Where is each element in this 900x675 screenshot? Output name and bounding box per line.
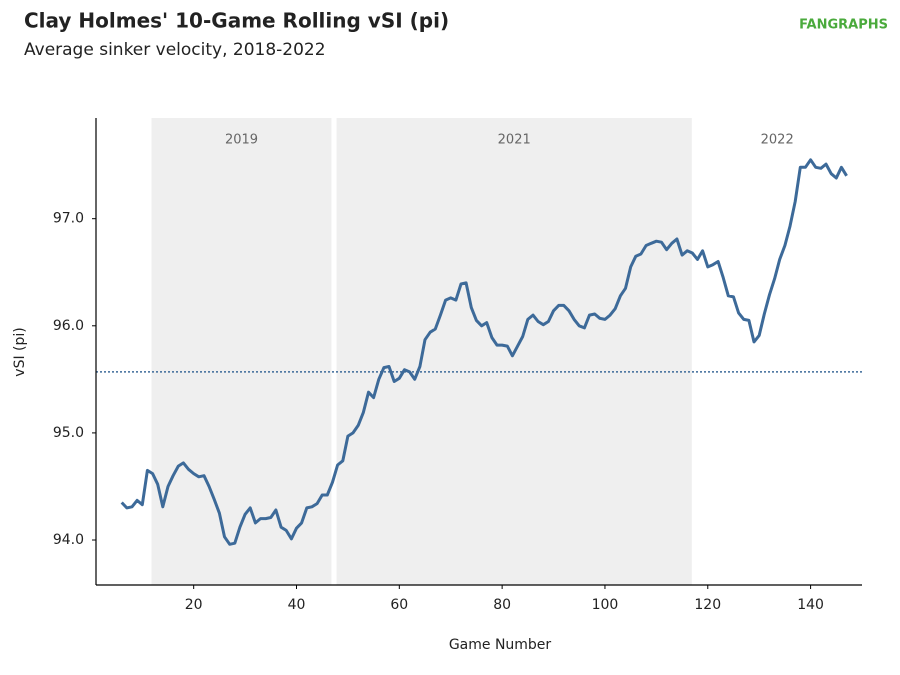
logo: FANGRAPHS — [799, 18, 888, 33]
data-line — [120, 158, 848, 546]
chart-title: Clay Holmes' 10-Game Rolling vSI (pi) — [24, 9, 449, 33]
region-label: 2021 — [498, 133, 531, 148]
y-tick-label: 96.0 — [53, 318, 84, 334]
x-tick-label: 20 — [185, 597, 203, 613]
y-axis-label: vSI (pi) — [12, 327, 28, 376]
year-region — [151, 118, 332, 585]
x-tick-label: 60 — [390, 597, 408, 613]
x-tick-label: 80 — [493, 597, 511, 613]
y-tick-label: 97.0 — [53, 211, 84, 227]
region-label: 2019 — [225, 133, 258, 148]
region-label: 2022 — [761, 133, 794, 148]
y-tick-label: 94.0 — [53, 532, 84, 548]
x-axis-label: Game Number — [449, 637, 552, 653]
x-tick-label: 120 — [694, 597, 721, 613]
y-tick-label: 95.0 — [53, 425, 84, 441]
x-tick-label: 140 — [797, 597, 824, 613]
x-tick-label: 40 — [288, 597, 306, 613]
chart-subtitle: Average sinker velocity, 2018-2022 — [24, 40, 326, 60]
x-tick-label: 100 — [592, 597, 619, 613]
